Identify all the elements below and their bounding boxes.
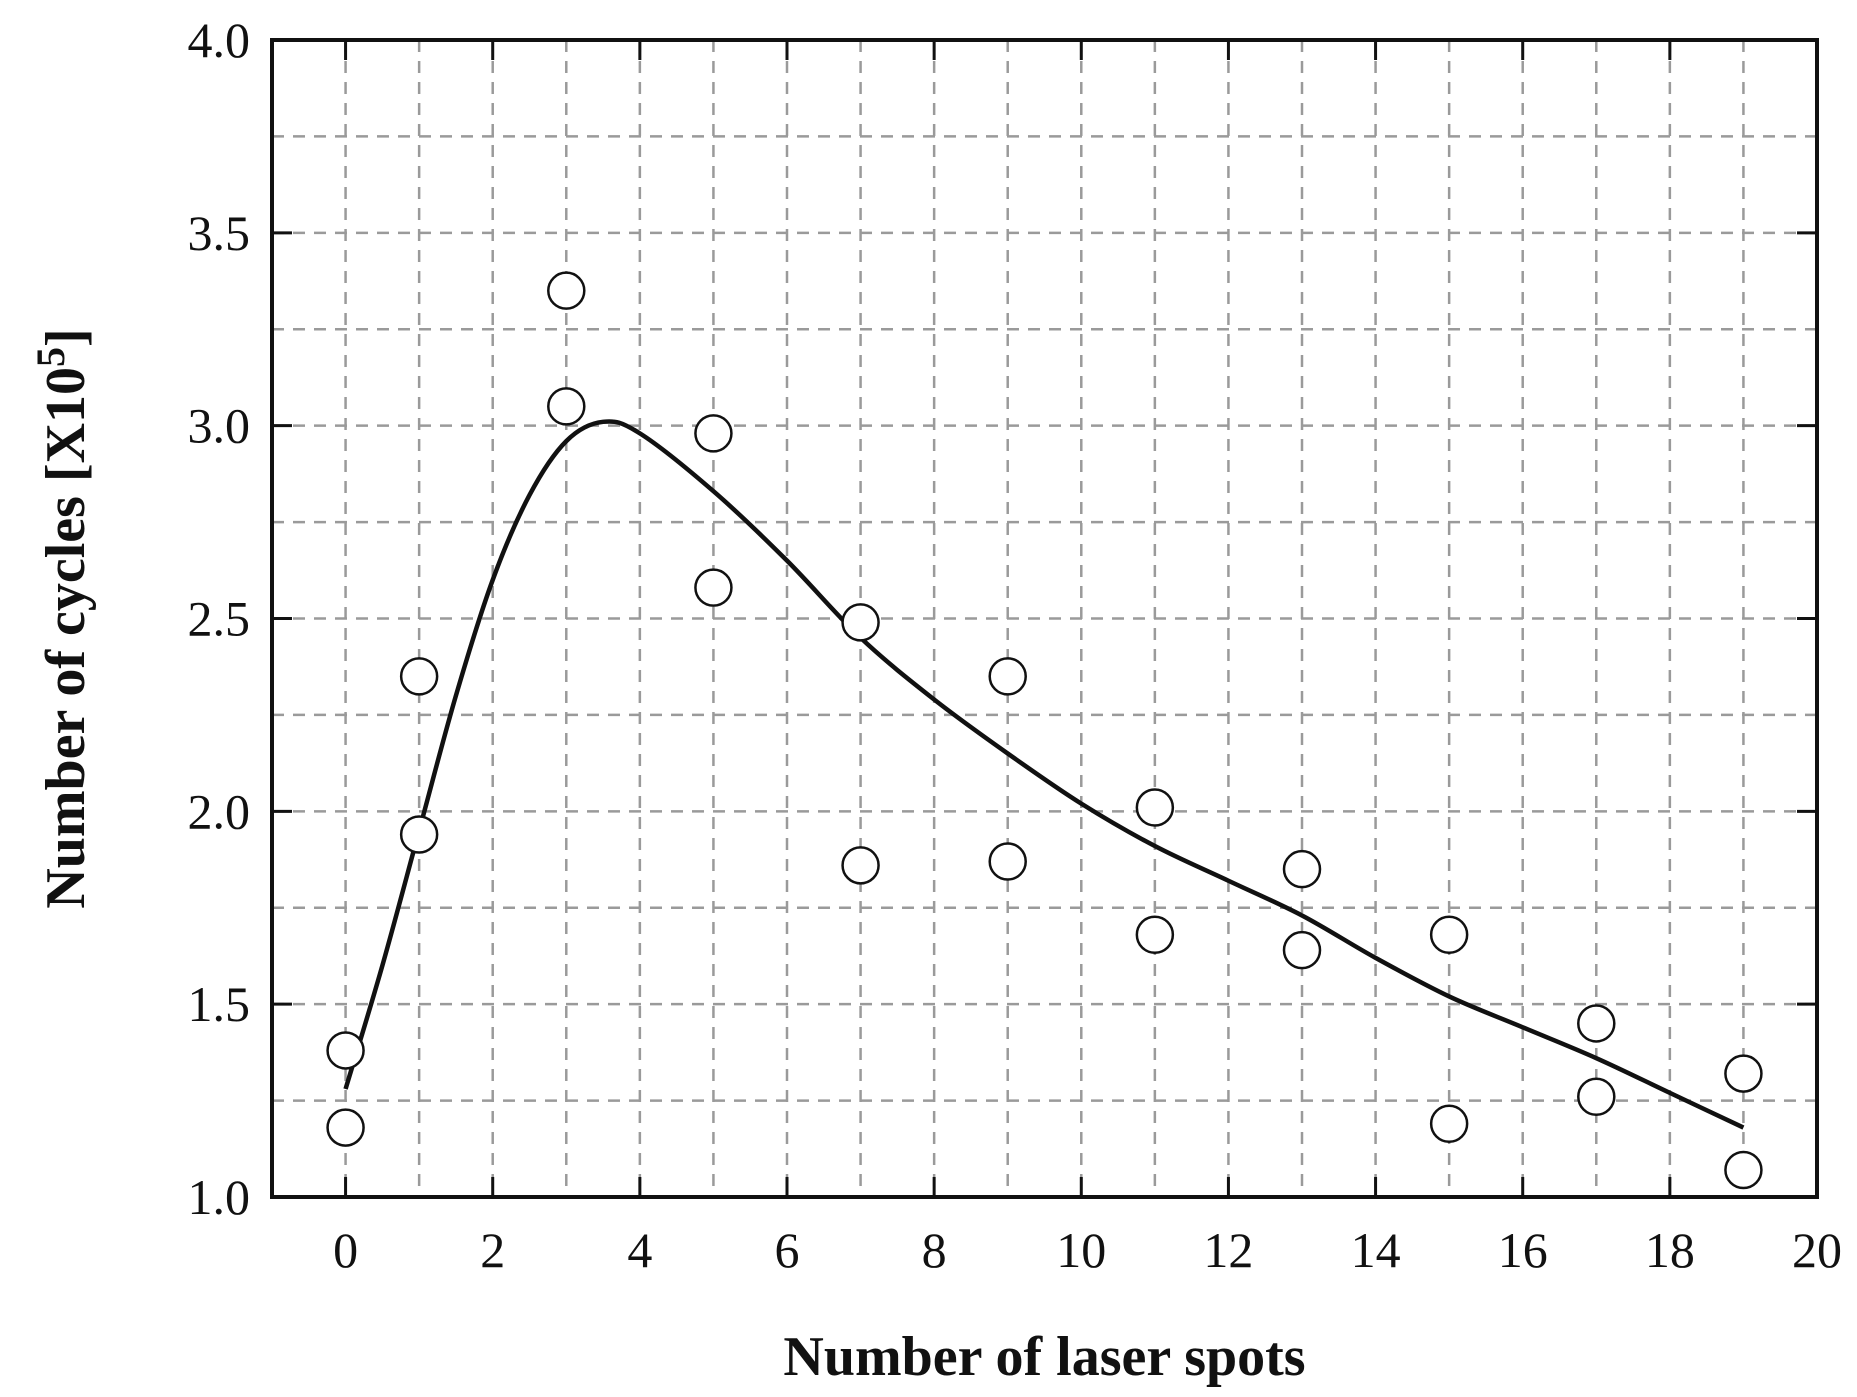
plot-frame [270, 38, 1819, 1199]
data-point [841, 846, 880, 885]
y-tick-label: 1.5 [188, 976, 251, 1032]
data-point [841, 603, 880, 642]
data-point [399, 815, 439, 854]
x-tick-label: 4 [627, 1222, 652, 1278]
data-point [988, 842, 1027, 881]
y-tick-label: 1.0 [188, 1169, 251, 1225]
y-tick-label: 4.0 [188, 12, 251, 68]
data-point [694, 568, 733, 607]
x-tick-label: 8 [922, 1222, 947, 1278]
data-point [1135, 915, 1175, 954]
y-axis-title: Number of cycles [X105] [28, 328, 97, 908]
x-tick-label: 14 [1351, 1222, 1401, 1278]
data-point [1135, 788, 1175, 827]
data-point [399, 657, 439, 696]
data-point [1429, 915, 1469, 954]
data-point [1429, 1104, 1469, 1143]
x-tick-label: 18 [1645, 1222, 1695, 1278]
tick-marks [272, 38, 1819, 1199]
data-point [326, 1031, 365, 1070]
x-tick-labels: 0 2 4 6 8 10 12 14 16 18 20 [333, 1222, 1842, 1278]
fit-curve-line [343, 419, 1745, 1130]
data-point [547, 271, 586, 310]
x-tick-label: 12 [1203, 1222, 1253, 1278]
data-point [1282, 930, 1322, 970]
y-tick-label: 3.0 [188, 398, 251, 454]
data-point [694, 414, 733, 453]
x-tick-label: 10 [1056, 1222, 1106, 1278]
x-tick-label: 20 [1792, 1222, 1842, 1278]
x-axis-title: Number of laser spots [783, 1326, 1305, 1388]
data-point [1282, 849, 1322, 889]
y-tick-labels: 1.0 1.5 2.0 2.5 3.0 3.5 4.0 [188, 12, 251, 1225]
data-points [326, 271, 1763, 1190]
x-tick-label: 16 [1498, 1222, 1548, 1278]
data-point [988, 657, 1027, 696]
y-tick-label: 2.0 [188, 783, 251, 839]
y-axis-title-superscript: 5 [28, 347, 73, 367]
data-point [1577, 1004, 1616, 1043]
x-tick-label: 2 [480, 1222, 505, 1278]
data-point [1724, 1150, 1763, 1190]
x-tick-label: 0 [333, 1222, 358, 1278]
x-tick-label: 6 [775, 1222, 800, 1278]
y-tick-label: 2.5 [188, 591, 251, 647]
y-tick-label: 3.5 [188, 205, 251, 261]
data-point [547, 387, 586, 426]
data-point [1724, 1054, 1763, 1093]
data-point [326, 1108, 365, 1147]
y-axis-title-suffix: ] [35, 328, 97, 347]
data-point [1577, 1077, 1616, 1116]
y-axis-title-text: Number of cycles [X10 [35, 367, 97, 909]
